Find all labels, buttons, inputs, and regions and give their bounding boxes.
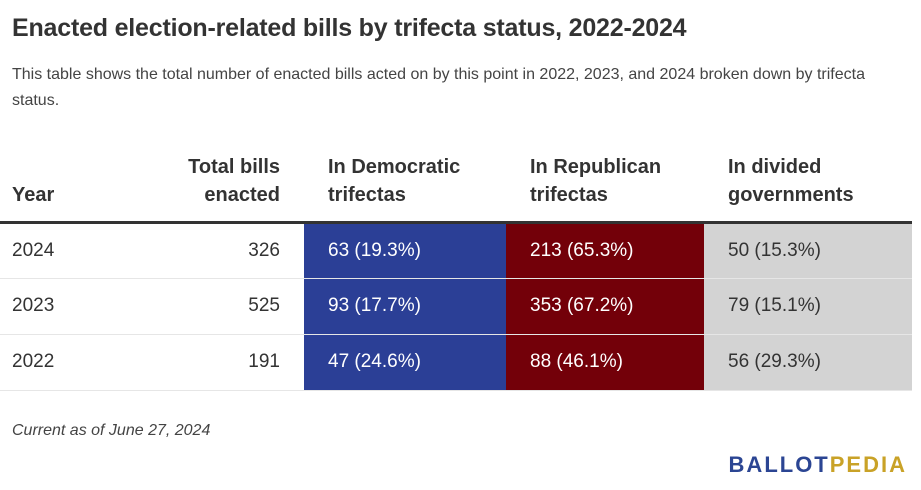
table-header-row: Year Total bills enacted In Democratic t… xyxy=(0,150,912,224)
column-header-year: Year xyxy=(0,150,120,224)
republican-cell: 213 (65.3%) xyxy=(506,222,704,279)
column-header-total: Total bills enacted xyxy=(120,150,304,224)
trifecta-table: Year Total bills enacted In Democratic t… xyxy=(0,150,912,391)
column-header-divided: In divided governments xyxy=(704,150,912,224)
chart-subtitle: This table shows the total number of ena… xyxy=(12,66,865,109)
total-cell: 191 xyxy=(120,334,304,391)
footnote: Current as of June 27, 2024 xyxy=(12,422,211,439)
total-cell: 326 xyxy=(120,222,304,279)
divided-cell: 50 (15.3%) xyxy=(704,222,912,279)
total-cell: 525 xyxy=(120,278,304,335)
chart-title: Enacted election-related bills by trifec… xyxy=(12,14,687,42)
column-header-republican: In Republican trifectas xyxy=(506,150,704,224)
republican-cell: 353 (67.2%) xyxy=(506,278,704,335)
logo-part-pedia: PEDIA xyxy=(829,452,907,477)
republican-cell: 88 (46.1%) xyxy=(506,334,704,391)
year-cell: 2022 xyxy=(0,334,120,391)
divided-cell: 56 (29.3%) xyxy=(704,334,912,391)
table-row: 2022 191 47 (24.6%) 88 (46.1%) 56 (29.3%… xyxy=(0,334,912,391)
year-cell: 2023 xyxy=(0,278,120,335)
table-row: 2023 525 93 (17.7%) 353 (67.2%) 79 (15.1… xyxy=(0,278,912,335)
table-row: 2024 326 63 (19.3%) 213 (65.3%) 50 (15.3… xyxy=(0,222,912,279)
divided-cell: 79 (15.1%) xyxy=(704,278,912,335)
column-header-democratic: In Democratic trifectas xyxy=(304,150,506,224)
year-cell: 2024 xyxy=(0,222,120,279)
democratic-cell: 47 (24.6%) xyxy=(304,334,506,391)
ballotpedia-logo: BALLOTPEDIA xyxy=(729,452,907,478)
democratic-cell: 93 (17.7%) xyxy=(304,278,506,335)
democratic-cell: 63 (19.3%) xyxy=(304,222,506,279)
logo-part-ballot: BALLOT xyxy=(728,452,830,477)
